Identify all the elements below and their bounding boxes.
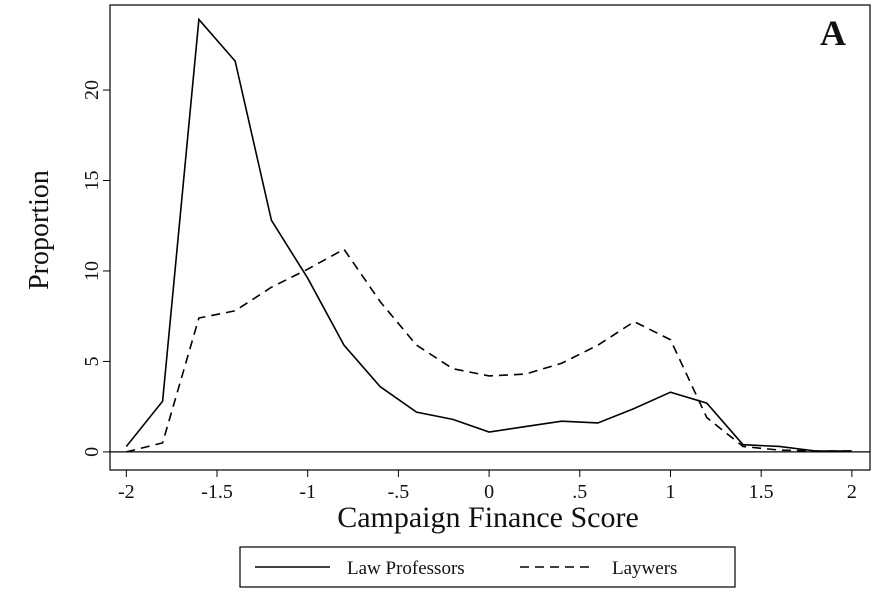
x-axis-title: Campaign Finance Score: [337, 501, 639, 534]
x-tick-label: -1.5: [201, 481, 233, 503]
legend-box: [239, 546, 736, 588]
x-tick-label: -1: [299, 481, 316, 503]
y-tick-label: 5: [81, 356, 103, 366]
legend-label: Law Professors: [347, 558, 465, 579]
y-axis-title: Proportion: [24, 170, 55, 290]
series-line: [126, 248, 852, 453]
x-tick-label: -2: [118, 481, 135, 503]
x-tick-label: 0: [484, 481, 494, 503]
legend-label: Laywers: [612, 558, 677, 579]
plot-frame: [109, 4, 871, 471]
y-tick-label: 0: [81, 447, 103, 457]
x-tick-label: 1: [665, 481, 675, 503]
x-tick-label: 1.5: [749, 481, 774, 503]
y-tick-label: 10: [81, 261, 103, 281]
x-tick-label: -.5: [388, 481, 410, 503]
panel-label: A: [820, 13, 846, 53]
y-tick-label: 20: [81, 80, 103, 100]
x-tick-label: 2: [847, 481, 857, 503]
y-tick-label: 15: [81, 171, 103, 191]
series-line: [125, 17, 852, 452]
x-tick-label: .5: [572, 481, 587, 503]
